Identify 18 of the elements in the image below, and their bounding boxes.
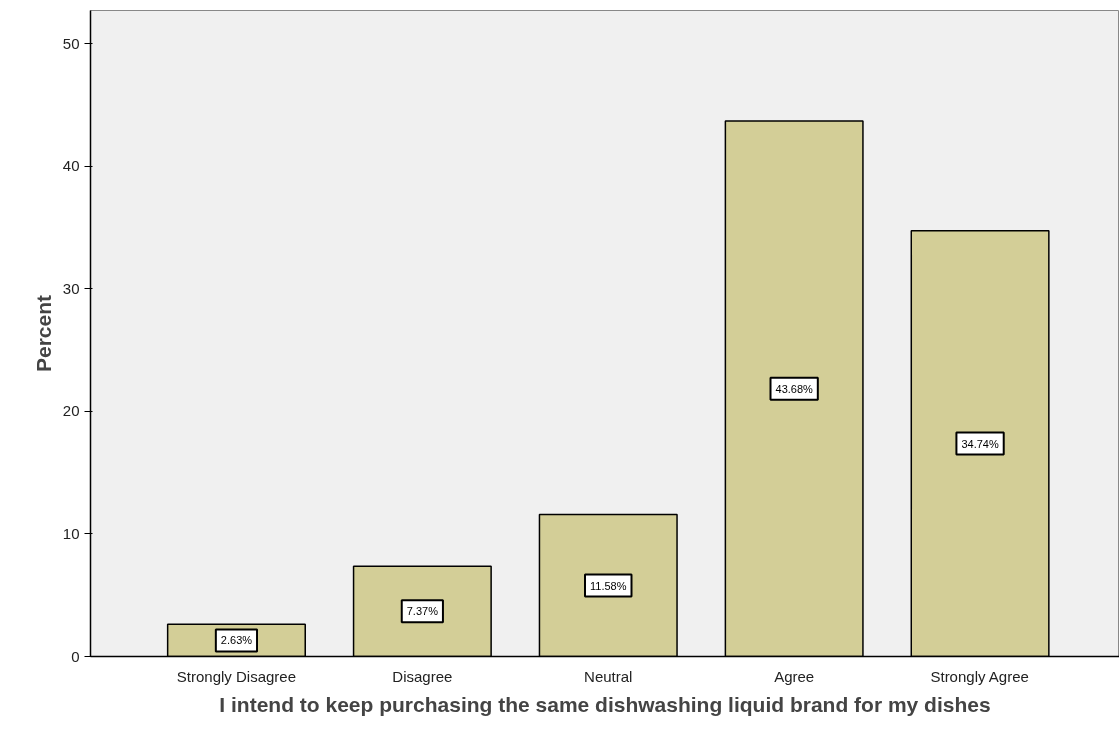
x-tick-label: Agree (774, 667, 815, 685)
y-tick-label: 50 (62, 34, 80, 52)
data-label: 11.58% (590, 579, 627, 592)
y-axis-title: Percent (31, 294, 55, 373)
y-tick-label: 30 (62, 279, 80, 297)
data-label: 34.74% (961, 437, 999, 450)
x-axis-title: I intend to keep purchasing the same dishwashing liquid brand for my dishes (219, 692, 991, 716)
x-tick-label: Strongly Agree (930, 667, 1029, 685)
x-tick-label: Disagree (392, 667, 453, 685)
x-tick-label: Neutral (584, 667, 633, 685)
y-tick-label: 20 (62, 402, 80, 420)
y-tick-label: 0 (71, 647, 80, 665)
y-tick-label: 40 (62, 157, 80, 175)
data-label: 7.37% (406, 605, 439, 618)
y-tick-label: 10 (62, 524, 80, 542)
data-label: 2.63% (220, 634, 253, 647)
data-label: 43.68% (775, 382, 814, 395)
x-tick-label: Strongly Disagree (176, 667, 297, 685)
